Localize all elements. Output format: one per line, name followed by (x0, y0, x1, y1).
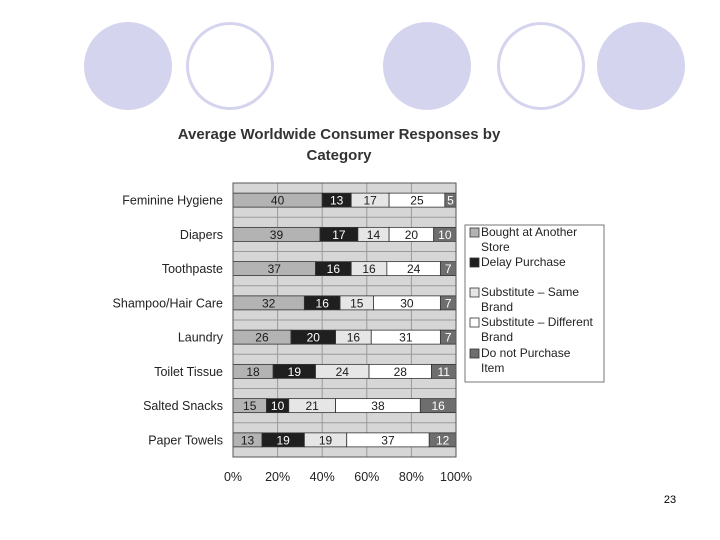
x-tick-label: 20% (265, 470, 290, 484)
bar-value-label: 13 (241, 433, 255, 447)
bar-value-label: 14 (367, 228, 381, 242)
bar-value-label: 24 (336, 365, 350, 379)
bar-value-label: 32 (262, 296, 276, 310)
legend-label: Substitute – Different (481, 315, 594, 329)
decor-circle-3 (383, 22, 471, 110)
legend-label: Brand (481, 300, 513, 314)
legend-label: Bought at Another (481, 225, 577, 239)
x-tick-label: 0% (224, 470, 242, 484)
bar-value-label: 16 (316, 296, 330, 310)
bar-value-label: 10 (438, 228, 452, 242)
decor-circle-1 (84, 22, 172, 110)
bar-value-label: 10 (271, 399, 285, 413)
bar-value-label: 19 (276, 433, 290, 447)
bar-value-label: 37 (268, 262, 282, 276)
category-label: Salted Snacks (143, 399, 223, 413)
legend-swatch (469, 287, 480, 298)
bar-value-label: 5 (447, 194, 454, 208)
category-label: Paper Towels (148, 433, 223, 447)
legend-label: Store (481, 240, 510, 254)
bar-value-label: 15 (350, 296, 364, 310)
bar-value-label: 20 (405, 228, 419, 242)
bar-value-label: 24 (407, 262, 421, 276)
legend-label: Item (481, 361, 504, 375)
bar-value-label: 13 (330, 194, 344, 208)
bar-value-label: 16 (347, 331, 361, 345)
decor-circle-4 (497, 22, 585, 110)
legend-label: Substitute – Same (481, 285, 579, 299)
legend-swatch (469, 227, 480, 238)
bar-value-label: 28 (394, 365, 408, 379)
chart-title-line: Category (306, 147, 372, 164)
bar-value-label: 25 (410, 194, 424, 208)
category-label: Laundry (178, 331, 224, 345)
decor-circle-2 (186, 22, 274, 110)
x-tick-label: 40% (310, 470, 335, 484)
chart-title-line: Average Worldwide Consumer Responses by (178, 126, 501, 143)
category-label: Toothpaste (162, 262, 223, 276)
bar-value-label: 15 (243, 399, 257, 413)
bar-value-label: 30 (400, 296, 414, 310)
x-tick-label: 80% (399, 470, 424, 484)
category-label: Toilet Tissue (154, 365, 223, 379)
bar-value-label: 19 (319, 433, 333, 447)
page-number: 23 (663, 494, 677, 506)
legend-label: Brand (481, 330, 513, 344)
bar-value-label: 7 (445, 296, 452, 310)
bar-value-label: 40 (271, 194, 285, 208)
legend-swatch (469, 348, 480, 359)
legend-label: Do not Purchase (481, 346, 571, 360)
legend-swatch (469, 317, 480, 328)
bar-value-label: 11 (438, 365, 451, 379)
x-tick-label: 100% (440, 470, 472, 484)
bar-value-label: 17 (332, 228, 346, 242)
bar-value-label: 20 (307, 331, 321, 345)
bar-value-label: 7 (445, 331, 452, 345)
category-label: Diapers (180, 228, 223, 242)
legend-swatch (469, 257, 480, 268)
category-label: Shampoo/Hair Care (113, 296, 224, 310)
bar-value-label: 16 (327, 262, 341, 276)
decor-circle-5 (597, 22, 685, 110)
bar-value-label: 16 (431, 399, 445, 413)
bar-value-label: 38 (371, 399, 385, 413)
x-tick-label: 60% (354, 470, 379, 484)
plot-border (232, 182, 457, 458)
bar-value-label: 7 (445, 262, 452, 276)
bar-value-label: 17 (363, 194, 377, 208)
bar-value-label: 31 (399, 331, 413, 345)
bar-value-label: 21 (305, 399, 319, 413)
bar-value-label: 26 (255, 331, 269, 345)
bar-value-label: 19 (288, 365, 302, 379)
bar-value-label: 16 (362, 262, 376, 276)
bar-value-label: 37 (381, 433, 395, 447)
bar-value-label: 12 (436, 433, 450, 447)
bar-value-label: 18 (246, 365, 260, 379)
category-label: Feminine Hygiene (122, 194, 223, 208)
legend-box (464, 224, 605, 383)
bar-value-label: 39 (270, 228, 284, 242)
legend-label: Delay Purchase (481, 255, 566, 269)
